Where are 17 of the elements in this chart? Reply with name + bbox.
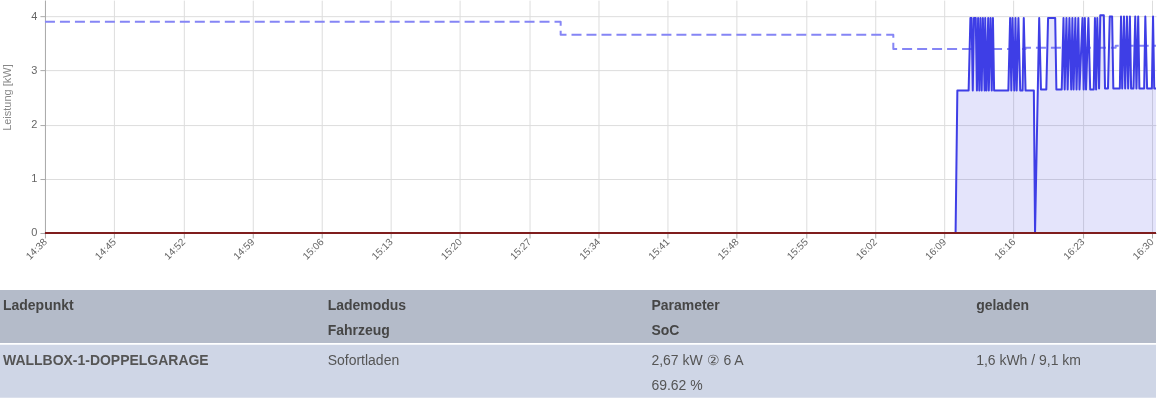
text: Lademodus <box>327 296 407 313</box>
text: 69.62 % <box>651 376 703 393</box>
text: 2,67 kW ② 6 A <box>651 351 745 368</box>
y-tick-label: 4 <box>31 9 38 22</box>
y-tick-label: 2 <box>31 118 38 131</box>
y-axis-title: Leistung [kW] <box>1 64 14 131</box>
text: SoC <box>651 321 680 338</box>
y-tick-label: 3 <box>31 64 38 77</box>
text: WALLBOX-1-DOPPELGARAGE <box>3 351 209 368</box>
text: 1,6 kWh / 9,1 km <box>976 351 1081 368</box>
text: Sofortladen <box>327 351 400 368</box>
y-tick-label: 1 <box>31 172 38 185</box>
text: geladen <box>976 296 1029 313</box>
text: Fahrzeug <box>327 321 390 338</box>
y-tick-label: 0 <box>31 226 38 239</box>
text: Ladepunkt <box>3 296 74 313</box>
text: Parameter <box>651 296 721 313</box>
